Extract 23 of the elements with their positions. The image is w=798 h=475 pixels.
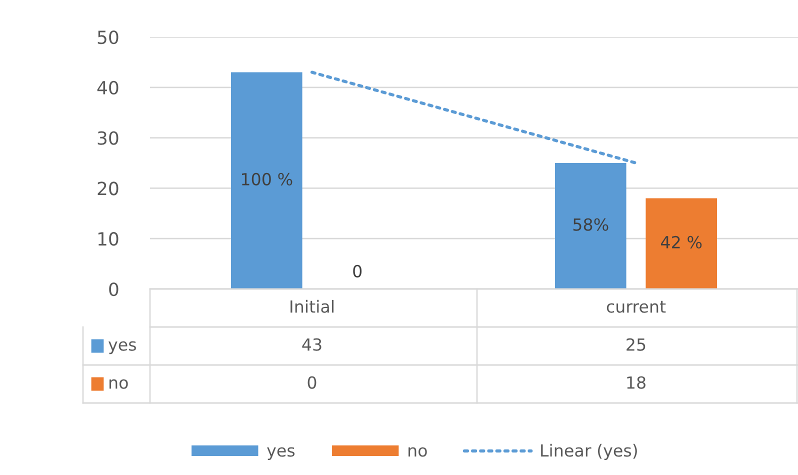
legend-label: Linear (yes) xyxy=(541,444,637,460)
annotation: 100 % xyxy=(242,172,292,186)
data-label: 25 xyxy=(626,338,646,351)
annotation: 58% xyxy=(573,218,608,231)
y-tick-label: 40 xyxy=(97,80,118,95)
data-label: 18 xyxy=(627,376,646,389)
y-tick-label: 50 xyxy=(98,30,118,44)
text: yes xyxy=(267,447,295,460)
text: no xyxy=(110,379,128,389)
data-label: 0 xyxy=(308,376,316,389)
x-tick-label: current xyxy=(606,300,666,313)
y-tick-label: 10 xyxy=(98,232,118,246)
legend-label: no xyxy=(408,447,427,457)
bar xyxy=(646,198,717,289)
x-tick-label: Initial xyxy=(290,300,334,313)
y-tick-label: 20 xyxy=(98,182,118,196)
y-tick-label: 0 xyxy=(109,282,118,296)
annotation: 0 xyxy=(353,264,362,278)
data-label: 43 xyxy=(302,338,322,351)
legend-label: yes xyxy=(108,341,136,354)
y-tick-label: 30 xyxy=(98,131,118,145)
bar xyxy=(231,72,302,289)
annotation: 42 % xyxy=(661,236,702,248)
